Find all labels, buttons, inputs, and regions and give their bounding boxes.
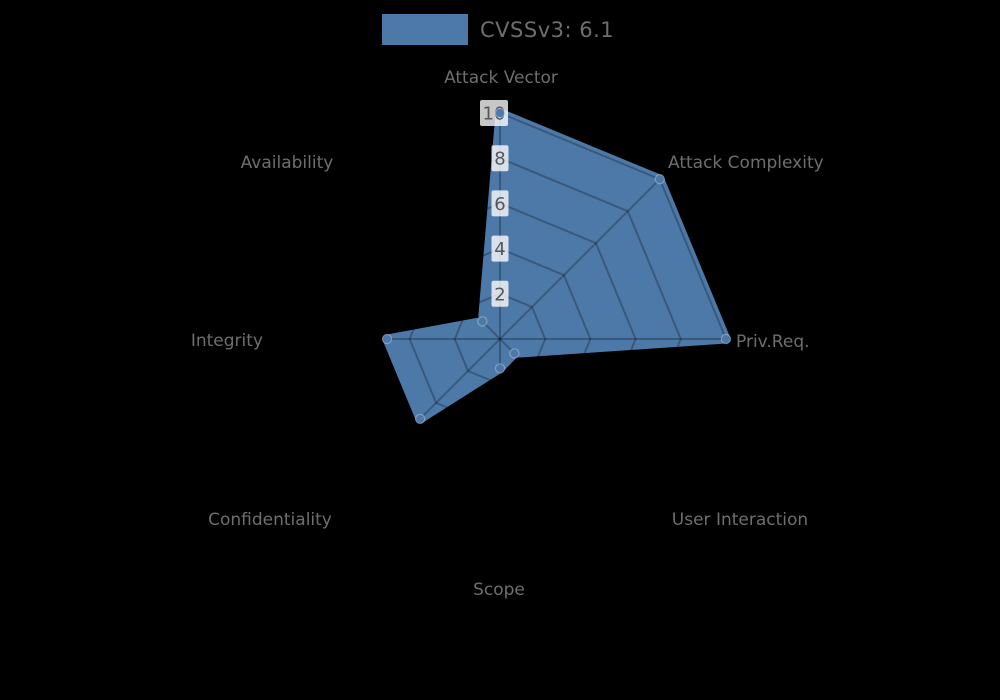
legend: CVSSv3: 6.1 — [382, 14, 614, 45]
axis-label-priv-req: Priv.Req. — [736, 332, 810, 352]
tick-8: 8 — [491, 145, 509, 172]
svg-text:6: 6 — [494, 194, 505, 215]
axis-label-user-interaction: User Interaction — [672, 510, 808, 530]
data-point-5 — [414, 413, 426, 425]
data-point-7 — [477, 316, 488, 327]
tick-2: 2 — [491, 280, 509, 307]
data-point-6 — [381, 333, 393, 345]
svg-text:2: 2 — [494, 284, 505, 305]
tick-4: 4 — [491, 235, 509, 262]
data-point-4 — [494, 363, 506, 374]
axis-label-attack-vector: Attack Vector — [444, 68, 558, 88]
legend-series-label: CVSSv3: 6.1 — [480, 17, 615, 42]
radar-axis-labels: Attack Vector Attack Complexity Priv.Req… — [191, 68, 824, 600]
data-point-2 — [720, 333, 732, 345]
radar-vertex-dots — [381, 107, 732, 425]
tick-10: 10 — [480, 100, 508, 126]
data-point-1 — [654, 173, 666, 185]
data-point-0 — [494, 107, 506, 119]
axis-label-attack-complexity: Attack Complexity — [668, 153, 824, 173]
axis-label-scope: Scope — [473, 580, 525, 600]
axis-label-integrity: Integrity — [191, 331, 263, 351]
radar-tick-labels: 2 4 6 8 10 — [480, 100, 509, 307]
tick-6: 6 — [491, 190, 509, 217]
data-point-3 — [509, 348, 520, 359]
svg-text:8: 8 — [494, 149, 505, 170]
series-color-swatch-icon[interactable] — [382, 14, 468, 45]
axis-label-availability: Availability — [241, 153, 334, 173]
axis-label-confidentiality: Confidentiality — [208, 510, 332, 530]
svg-text:4: 4 — [494, 239, 505, 260]
